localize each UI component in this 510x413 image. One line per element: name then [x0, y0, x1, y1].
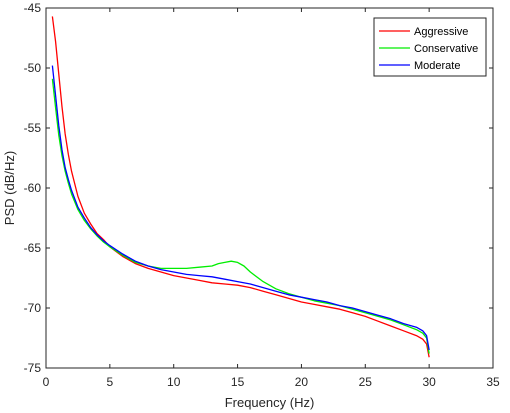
x-tick-label: 30 — [422, 375, 436, 389]
x-tick-label: 25 — [359, 375, 373, 389]
x-tick-label: 20 — [295, 375, 309, 389]
y-tick-label: -70 — [24, 301, 42, 315]
series-line-conservative — [51, 78, 430, 354]
series-line-aggressive — [51, 16, 430, 358]
x-tick-label: 5 — [107, 375, 114, 389]
y-tick-label: -55 — [24, 121, 42, 135]
legend-label-conservative: Conservative — [414, 43, 478, 55]
y-tick-label: -65 — [24, 241, 42, 255]
x-tick-label: 15 — [231, 375, 245, 389]
x-axis-tick-labels: 0 5 10 15 20 25 30 35 — [43, 375, 500, 389]
x-axis-title: Frequency (Hz) — [225, 395, 315, 410]
x-axis-ticks — [45, 8, 494, 368]
legend-label-moderate: Moderate — [414, 60, 460, 72]
y-axis-tick-labels: -45 -50 -55 -60 -65 -70 -75 — [24, 1, 42, 375]
series-line-moderate — [51, 65, 430, 351]
x-tick-label: 35 — [486, 375, 500, 389]
y-axis-title: PSD (dB/Hz) — [2, 151, 17, 225]
legend-box — [373, 17, 487, 77]
legend: Aggressive Conservative Moderate — [373, 17, 487, 77]
x-tick-label: 0 — [43, 375, 50, 389]
y-tick-label: -75 — [24, 361, 42, 375]
y-tick-label: -50 — [24, 61, 42, 75]
y-axis-ticks — [46, 7, 493, 369]
x-tick-label: 10 — [167, 375, 181, 389]
legend-label-aggressive: Aggressive — [414, 26, 468, 38]
y-tick-label: -45 — [24, 1, 42, 15]
y-tick-label: -60 — [24, 181, 42, 195]
series-layer — [51, 16, 430, 358]
